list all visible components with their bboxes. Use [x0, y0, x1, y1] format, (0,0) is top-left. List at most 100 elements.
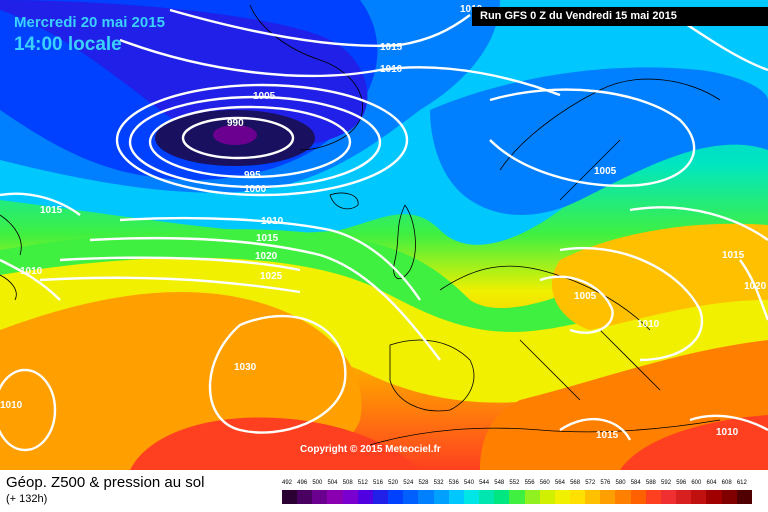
isobar-label: 1005	[253, 91, 276, 102]
isobar-1010-central	[559, 246, 703, 362]
coastline-north-africa	[369, 419, 721, 446]
isobar-1015-south	[559, 417, 632, 441]
scale-swatch	[403, 490, 419, 504]
scale-swatch	[494, 490, 510, 504]
forecast-date: Mercredi 20 mai 2015	[14, 14, 165, 31]
isobar-1010-westcoast	[0, 258, 61, 301]
scale-swatch	[600, 490, 616, 504]
scale-swatch	[615, 490, 631, 504]
isobar-labels: 1015 1010 1005 990 995 1000 1015 1010 10…	[0, 4, 767, 441]
isobar-label: 1015	[596, 430, 619, 441]
scale-tick-label: 544	[479, 480, 490, 486]
isobar-1010-southeast	[689, 414, 768, 432]
scale-swatch	[524, 490, 540, 504]
scale-swatch	[706, 490, 722, 504]
scale-tick-label: 604	[706, 480, 717, 486]
isobar-1010-mid	[119, 216, 421, 301]
isobar-label: 1020	[744, 281, 767, 292]
isobar-label: 1010	[637, 319, 660, 330]
isobar-label: 1020	[255, 251, 278, 262]
isobar-label: 990	[227, 118, 244, 129]
isobar-1015-mid	[89, 236, 441, 361]
coastline-uk	[393, 204, 416, 280]
scale-swatch	[691, 490, 707, 504]
isobar-1020-mid	[59, 256, 301, 272]
isobar-1005-scandinavia	[489, 88, 696, 187]
isobar-1030-high	[208, 314, 347, 434]
isobar-label: 1015	[380, 42, 403, 53]
scale-tick-label: 512	[357, 480, 368, 486]
scale-tick-label: 524	[403, 480, 414, 486]
isobar-far-right	[739, 259, 768, 321]
isobar-label: 1010	[0, 400, 23, 411]
scale-swatch	[312, 490, 328, 504]
scale-tick-label: 492	[282, 480, 293, 486]
scale-tick-label: 612	[736, 480, 747, 486]
scale-tick-label: 552	[509, 480, 520, 486]
scale-swatch	[342, 490, 358, 504]
isobar-label: 1025	[260, 271, 283, 282]
isobar-label: 995	[244, 170, 261, 181]
z500-map: 1015 1010 1005 990 995 1000 1015 1010 10…	[0, 0, 768, 470]
scale-swatch	[721, 490, 737, 504]
isobar-label: 1005	[574, 291, 597, 302]
isobar-label: 1010	[380, 64, 403, 75]
scale-swatch	[509, 490, 525, 504]
scale-tick-label: 496	[297, 480, 308, 486]
scale-swatch	[585, 490, 601, 504]
scale-swatch	[388, 490, 404, 504]
coastline-europe	[439, 265, 661, 401]
scale-swatch	[327, 490, 343, 504]
scale-tick-label: 540	[463, 480, 474, 486]
scale-tick-label: 584	[630, 480, 641, 486]
scale-tick-label: 560	[539, 480, 550, 486]
isobar-label: 1010	[460, 4, 483, 15]
isobar-1005-low	[115, 83, 409, 197]
scale-tick-label: 576	[600, 480, 611, 486]
scale-tick-label: 532	[433, 480, 444, 486]
scale-tick-label: 600	[691, 480, 702, 486]
isobar-1015-north	[169, 8, 471, 47]
scale-swatch	[463, 490, 480, 504]
scale-tick-label: 588	[645, 480, 656, 486]
scale-swatch	[418, 490, 434, 504]
scale-tick-label: 592	[661, 480, 672, 486]
isobars	[0, 8, 768, 452]
scale-swatch	[676, 490, 692, 504]
coastline-greenland	[249, 4, 363, 151]
scale-tick-label: 548	[494, 480, 505, 486]
copyright-text: Copyright © 2015 Meteociel.fr	[300, 444, 441, 455]
isobar-995-low	[148, 105, 352, 179]
scale-tick-label: 508	[342, 480, 353, 486]
scale-swatch	[554, 490, 570, 504]
scale-swatch	[736, 490, 752, 504]
scale-tick-label: 556	[524, 480, 535, 486]
coastlines	[0, 4, 721, 446]
isobar-label: 1015	[40, 205, 63, 216]
scale-tick-label: 504	[327, 480, 338, 486]
isobar-label: 1015	[722, 250, 745, 261]
scale-tick-label: 596	[676, 480, 687, 486]
isobar-1010-west	[0, 368, 57, 452]
scale-tick-label: 564	[554, 480, 565, 486]
scale-tick-label: 572	[585, 480, 596, 486]
isobar-label: 1010	[716, 427, 739, 438]
isobar-label: 1010	[261, 216, 284, 227]
isobar-label: 1010	[20, 266, 43, 277]
scale-tick-label: 568	[570, 480, 581, 486]
coastline-iberia	[389, 339, 475, 412]
scale-swatch	[282, 490, 298, 504]
scale-tick-label: 580	[615, 480, 626, 486]
forecast-time: 14:00 locale	[14, 34, 122, 55]
model-run-label: Run GFS 0 Z du Vendredi 15 mai 2015	[472, 7, 768, 26]
scale-swatch	[660, 490, 677, 504]
isobar-990-low	[181, 116, 295, 160]
scale-swatch	[372, 490, 389, 504]
isobar-1000-low	[128, 95, 382, 189]
isobar-1015-west	[0, 192, 81, 216]
scale-swatch	[569, 490, 586, 504]
scale-tick-label: 520	[388, 480, 399, 486]
scale-tick-label: 500	[312, 480, 323, 486]
scale-swatch	[433, 490, 449, 504]
scale-swatch	[539, 490, 555, 504]
